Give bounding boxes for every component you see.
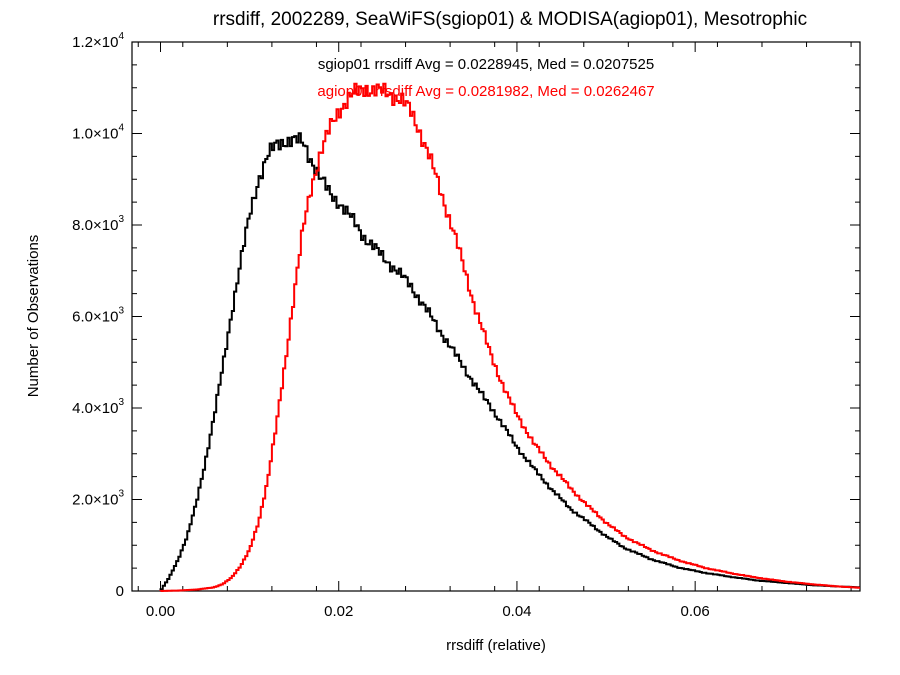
y-tick-label: 1.2×104: [72, 31, 124, 51]
series-layer: [159, 82, 860, 592]
plot-frame: [131, 41, 861, 592]
series-sgiop01-histogram: [159, 132, 860, 591]
axis-ticks: 0.00 0.02 0.04 0.06 0 2.0×103 4.0×103 6.0×103 8.…: [72, 31, 860, 620]
y-tick-label: 4.0×103: [72, 397, 124, 417]
y-tick-label: 1.0×104: [72, 123, 124, 143]
y-tick-label: 0: [116, 583, 124, 600]
annotation-sgiop01-stats: sgiop01 rrsdiff Avg = 0.0228945, Med = 0…: [318, 56, 654, 73]
y-tick-label: 6.0×103: [72, 306, 124, 326]
x-tick-label: 0.02: [324, 603, 353, 620]
x-tick-label: 0.00: [146, 603, 175, 620]
chart-title: rrsdiff, 2002289, SeaWiFS(sgiop01) & MOD…: [213, 9, 807, 30]
x-axis-label: rrsdiff (relative): [446, 637, 546, 654]
y-tick-label: 2.0×103: [72, 489, 124, 509]
annotation-agiop01-stats: agiop01 rrsdiff Avg = 0.0281982, Med = 0…: [317, 83, 654, 100]
series-agiop01-histogram: [159, 82, 860, 592]
x-tick-label: 0.06: [681, 603, 710, 620]
x-tick-label: 0.04: [502, 603, 531, 620]
y-axis-label: Number of Observations: [25, 235, 42, 398]
y-tick-label: 8.0×103: [72, 214, 124, 234]
